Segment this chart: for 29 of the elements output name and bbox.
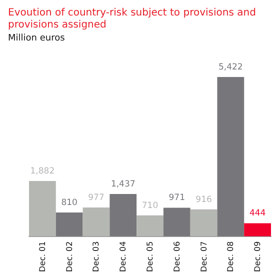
x-tick-label: Dec. 07 xyxy=(199,241,208,272)
data-label: 1,882 xyxy=(30,166,55,176)
bar xyxy=(163,208,190,236)
bar xyxy=(136,215,164,236)
bar xyxy=(217,76,244,236)
data-label: 5,422 xyxy=(218,62,243,72)
x-tick-label: Dec. 01 xyxy=(38,241,47,272)
data-label: 916 xyxy=(196,194,212,205)
data-label: 977 xyxy=(88,193,104,204)
data-label: 810 xyxy=(61,198,78,208)
bar xyxy=(110,194,137,236)
chart-title: Evoution of country-risk subject to provisions and provisions assigned xyxy=(8,8,260,30)
x-tick-label: Dec. 04 xyxy=(118,241,128,272)
bar xyxy=(82,208,110,236)
bar xyxy=(29,180,56,236)
x-tick-label: Dec. 09 xyxy=(253,241,262,272)
x-tick-label: Dec. 05 xyxy=(146,241,154,272)
data-label: 444 xyxy=(249,208,266,219)
chart-subtitle: Million euros xyxy=(8,34,66,44)
bar xyxy=(56,212,83,236)
x-tick-label: Dec. 08 xyxy=(226,241,236,272)
x-tick-label: Dec. 02 xyxy=(64,241,74,272)
data-label: 971 xyxy=(168,193,186,204)
bar xyxy=(244,223,271,236)
x-tick-label: Dec. 03 xyxy=(92,241,101,272)
data-label: 1,437 xyxy=(110,180,136,190)
x-tick-label: Dec. 06 xyxy=(172,241,182,272)
bar xyxy=(190,209,218,236)
data-label: 710 xyxy=(142,200,158,211)
